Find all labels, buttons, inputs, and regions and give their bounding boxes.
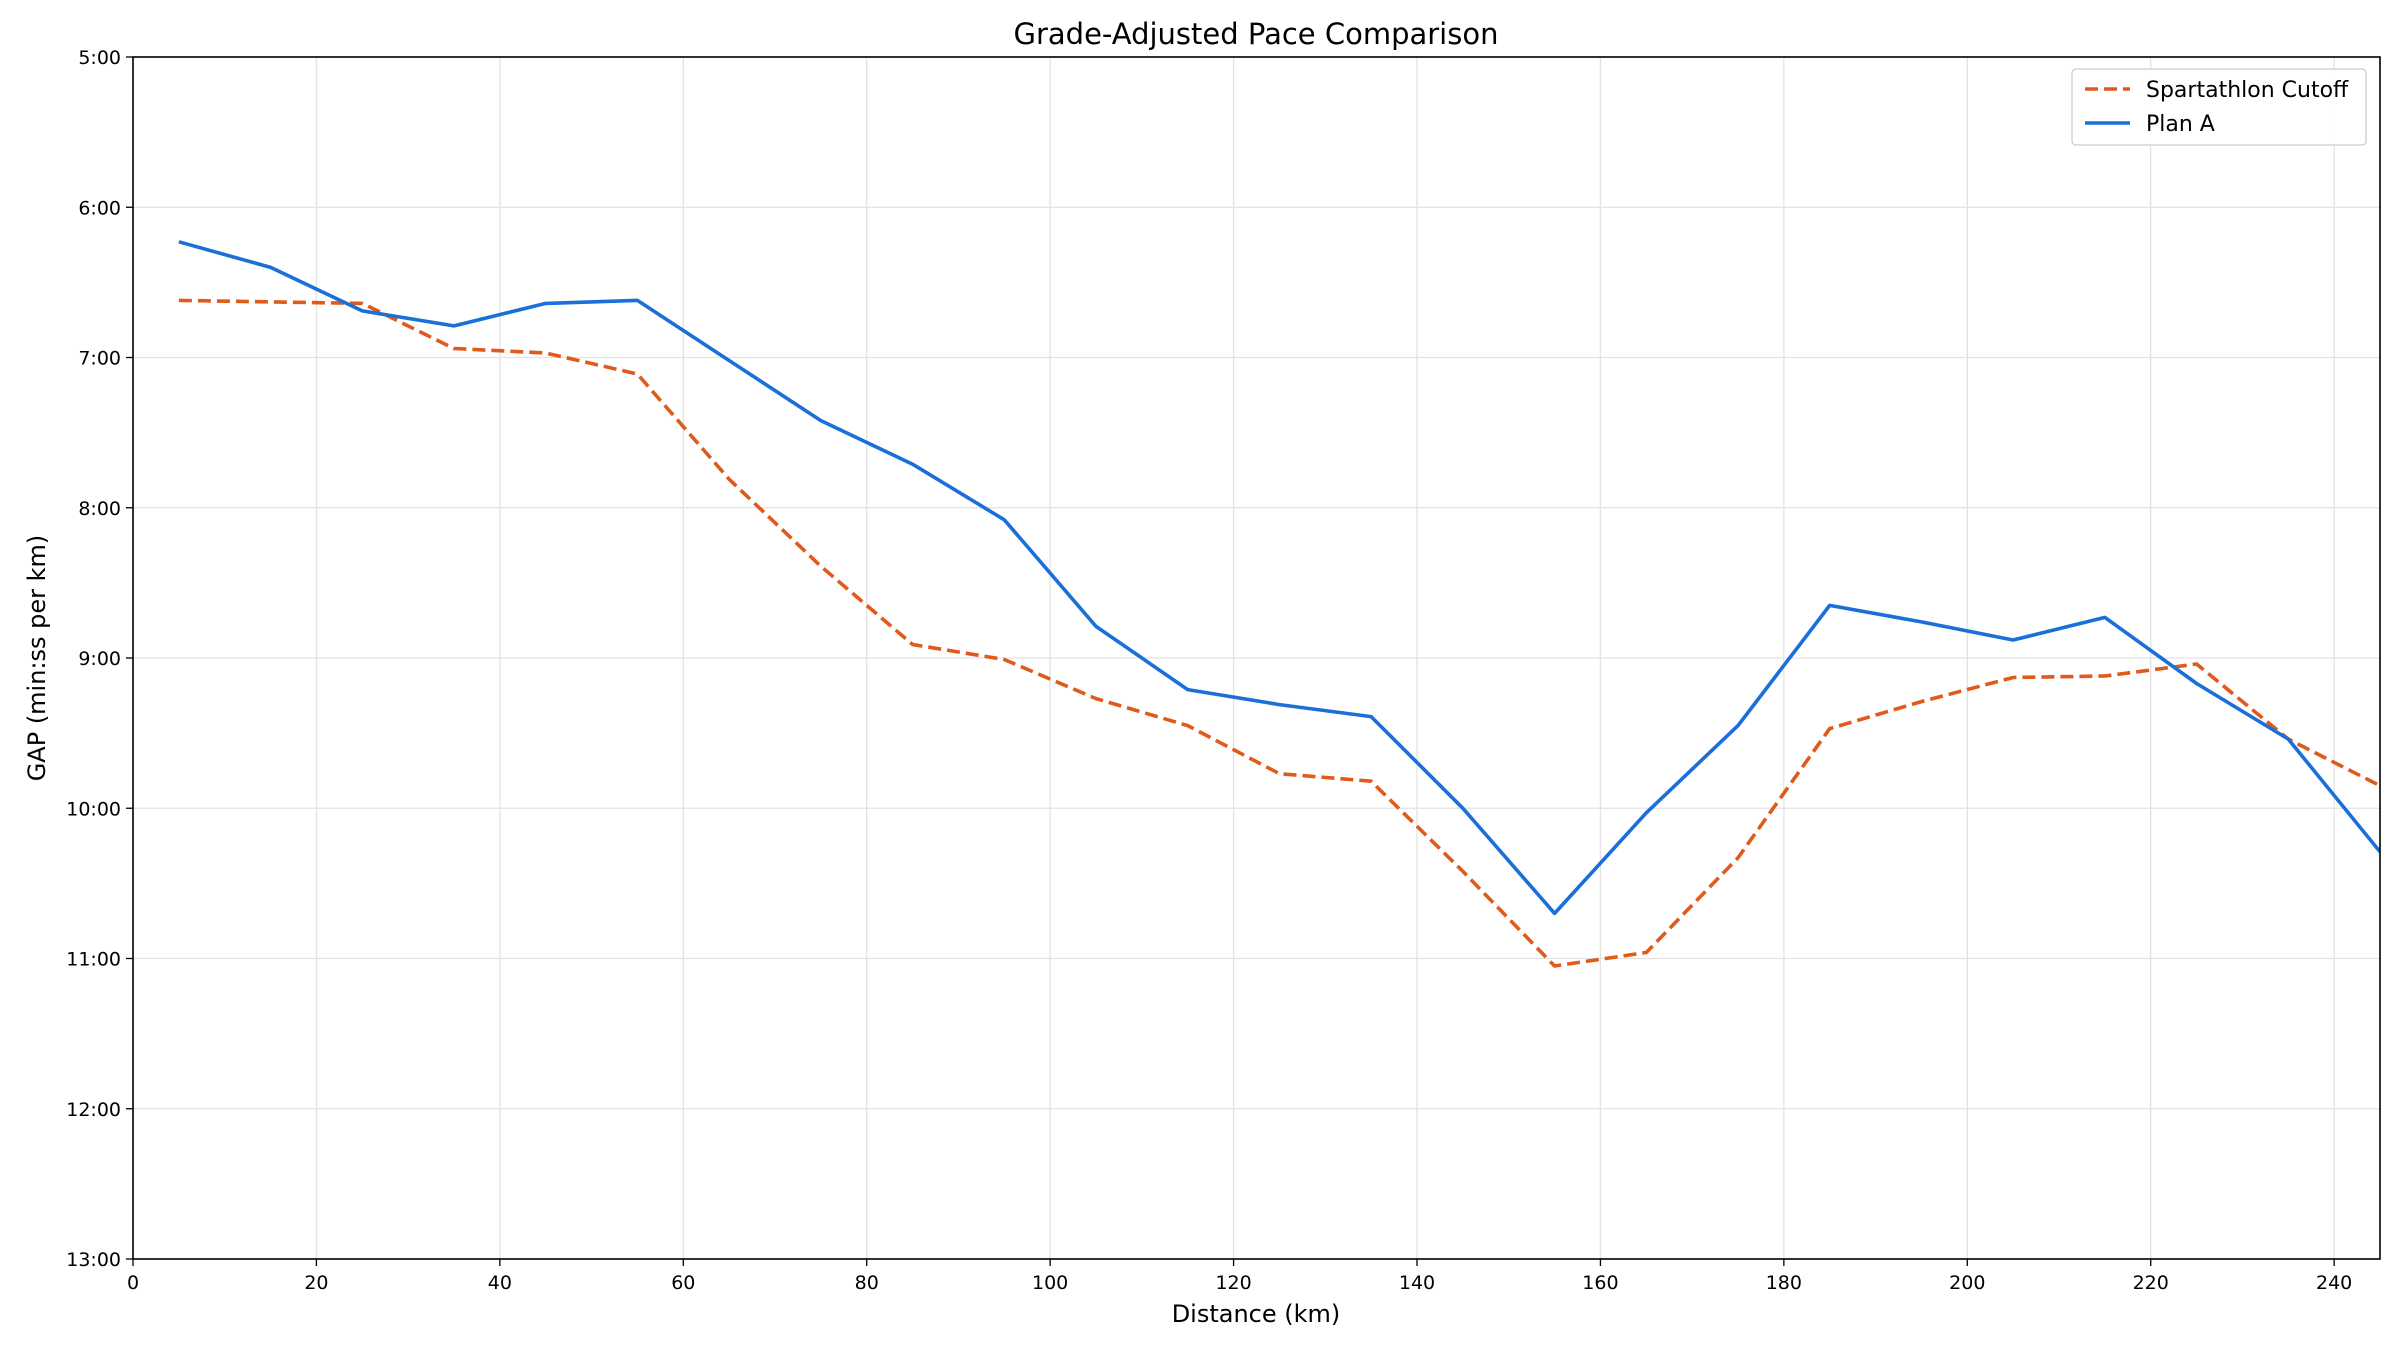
series-line-spartathlon-cutoff [178, 298, 2380, 968]
series-lines [178, 240, 2380, 968]
y-tick-label: 8:00 [78, 498, 121, 520]
y-tick-label: 13:00 [66, 1249, 121, 1271]
chart-title: Grade-Adjusted Pace Comparison [1014, 17, 1499, 51]
x-tick-label: 0 [127, 1272, 139, 1294]
y-tick-label: 6:00 [78, 197, 121, 219]
axis-ticks: 0 20 40 60 80 100 120 140 160 180 200 220 240 5:00 6:0… [66, 47, 2352, 1294]
y-tick-label: 5:00 [78, 47, 121, 69]
legend-box [2071, 68, 2367, 146]
y-tick-label: 12:00 [66, 1099, 121, 1121]
x-tick-label: 60 [671, 1272, 695, 1294]
x-tick-label: 100 [1032, 1272, 1068, 1294]
legend: Spartathlon Cutoff Plan A [2071, 68, 2367, 146]
y-tick-label: 10:00 [66, 798, 121, 820]
x-axis-label: Distance (km) [1172, 1300, 1341, 1328]
x-tick-label: 220 [2133, 1272, 2169, 1294]
x-tick-label: 40 [488, 1272, 512, 1294]
x-tick-label: 200 [1949, 1272, 1985, 1294]
x-tick-label: 80 [855, 1272, 879, 1294]
y-tick-label: 7:00 [78, 348, 121, 370]
x-tick-label: 180 [1766, 1272, 1802, 1294]
x-tick-label: 240 [2316, 1272, 2352, 1294]
y-tick-label: 9:00 [78, 648, 121, 670]
x-tick-label: 140 [1399, 1272, 1435, 1294]
series-line-plan-a [178, 240, 2380, 916]
x-tick-label: 120 [1215, 1272, 1251, 1294]
x-tick-label: 20 [304, 1272, 328, 1294]
y-tick-label: 11:00 [66, 949, 121, 971]
y-axis-label: GAP (min:ss per km) [23, 535, 51, 782]
legend-label: Plan A [2146, 112, 2215, 137]
legend-label: Spartathlon Cutoff [2146, 78, 2349, 103]
x-tick-label: 160 [1582, 1272, 1618, 1294]
